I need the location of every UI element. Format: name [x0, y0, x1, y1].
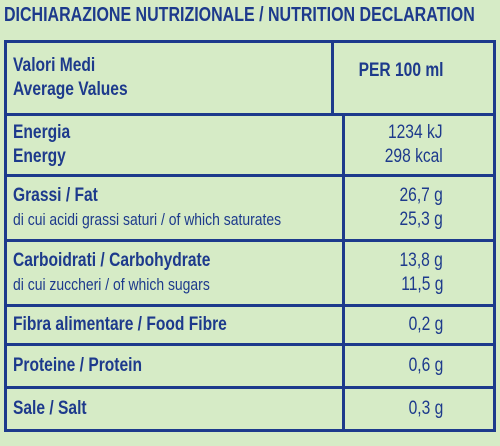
nutrient-value: 0,2 g — [408, 314, 443, 335]
header-label: Average Values — [13, 79, 128, 100]
header-label: Valori Medi — [13, 55, 96, 76]
nutrient-value: 13,8 g — [399, 250, 443, 271]
header-row: Valori Medi Average Values PER 100 ml — [7, 43, 493, 116]
nutrient-label: Carboidrati / Carbohydrate — [13, 250, 211, 271]
nutrient-label: Proteine / Protein — [13, 355, 142, 376]
nutrient-label: Fibra alimentare / Food Fibre — [13, 314, 227, 335]
label-cell: Energia Energy — [7, 116, 345, 174]
value-cell: 0,3 g — [345, 389, 493, 429]
nutrient-label: Grassi / Fat — [13, 185, 98, 206]
label-cell: Valori Medi Average Values — [7, 43, 334, 113]
value-cell: 26,7 g 25,3 g — [345, 177, 493, 239]
nutrient-value: 25,3 g — [399, 209, 443, 230]
nutrient-row: Proteine / Protein 0,6 g — [7, 346, 493, 389]
nutrient-label: Sale / Salt — [13, 398, 87, 419]
label-cell: Sale / Salt — [7, 389, 345, 429]
value-cell: 0,6 g — [345, 346, 493, 386]
nutrient-row: Fibra alimentare / Food Fibre 0,2 g — [7, 307, 493, 346]
value-cell: 0,2 g — [345, 307, 493, 343]
nutrient-value: 11,5 g — [400, 274, 443, 295]
title: DICHIARAZIONE NUTRIZIONALE / NUTRITION D… — [4, 4, 475, 26]
label-cell: Proteine / Protein — [7, 346, 345, 386]
nutrient-value: 0,3 g — [408, 398, 443, 419]
value-cell: PER 100 ml — [334, 43, 494, 113]
nutrient-row: Grassi / Fat di cui acidi grassi saturi /… — [7, 177, 493, 242]
nutrient-row: Energia Energy 1234 kJ 298 kcal — [7, 116, 493, 177]
nutrient-value: 298 kcal — [384, 146, 443, 167]
value-cell: 1234 kJ 298 kcal — [345, 116, 493, 174]
value-cell: 13,8 g 11,5 g — [345, 242, 493, 304]
nutrient-value: 26,7 g — [399, 185, 443, 206]
nutrient-label: di cui zuccheri / of which sugars — [13, 275, 210, 294]
label-cell: Carboidrati / Carbohydrate di cui zuccher… — [7, 242, 345, 304]
nutrient-row: Sale / Salt 0,3 g — [7, 389, 493, 432]
label-cell: Grassi / Fat di cui acidi grassi saturi /… — [7, 177, 345, 239]
nutrient-label: Energy — [13, 146, 66, 167]
nutrient-label: Energia — [13, 122, 71, 143]
nutrient-value: 1234 kJ — [388, 122, 443, 143]
nutrient-value: 0,6 g — [408, 355, 443, 376]
nutrition-table: Valori Medi Average Values PER 100 ml Energ… — [4, 40, 496, 432]
nutrient-row: Carboidrati / Carbohydrate di cui zuccher… — [7, 242, 493, 307]
label-cell: Fibra alimentare / Food Fibre — [7, 307, 345, 343]
nutrient-label: di cui acidi grassi saturi / of which sa… — [13, 210, 282, 229]
header-value: PER 100 ml — [358, 60, 443, 81]
